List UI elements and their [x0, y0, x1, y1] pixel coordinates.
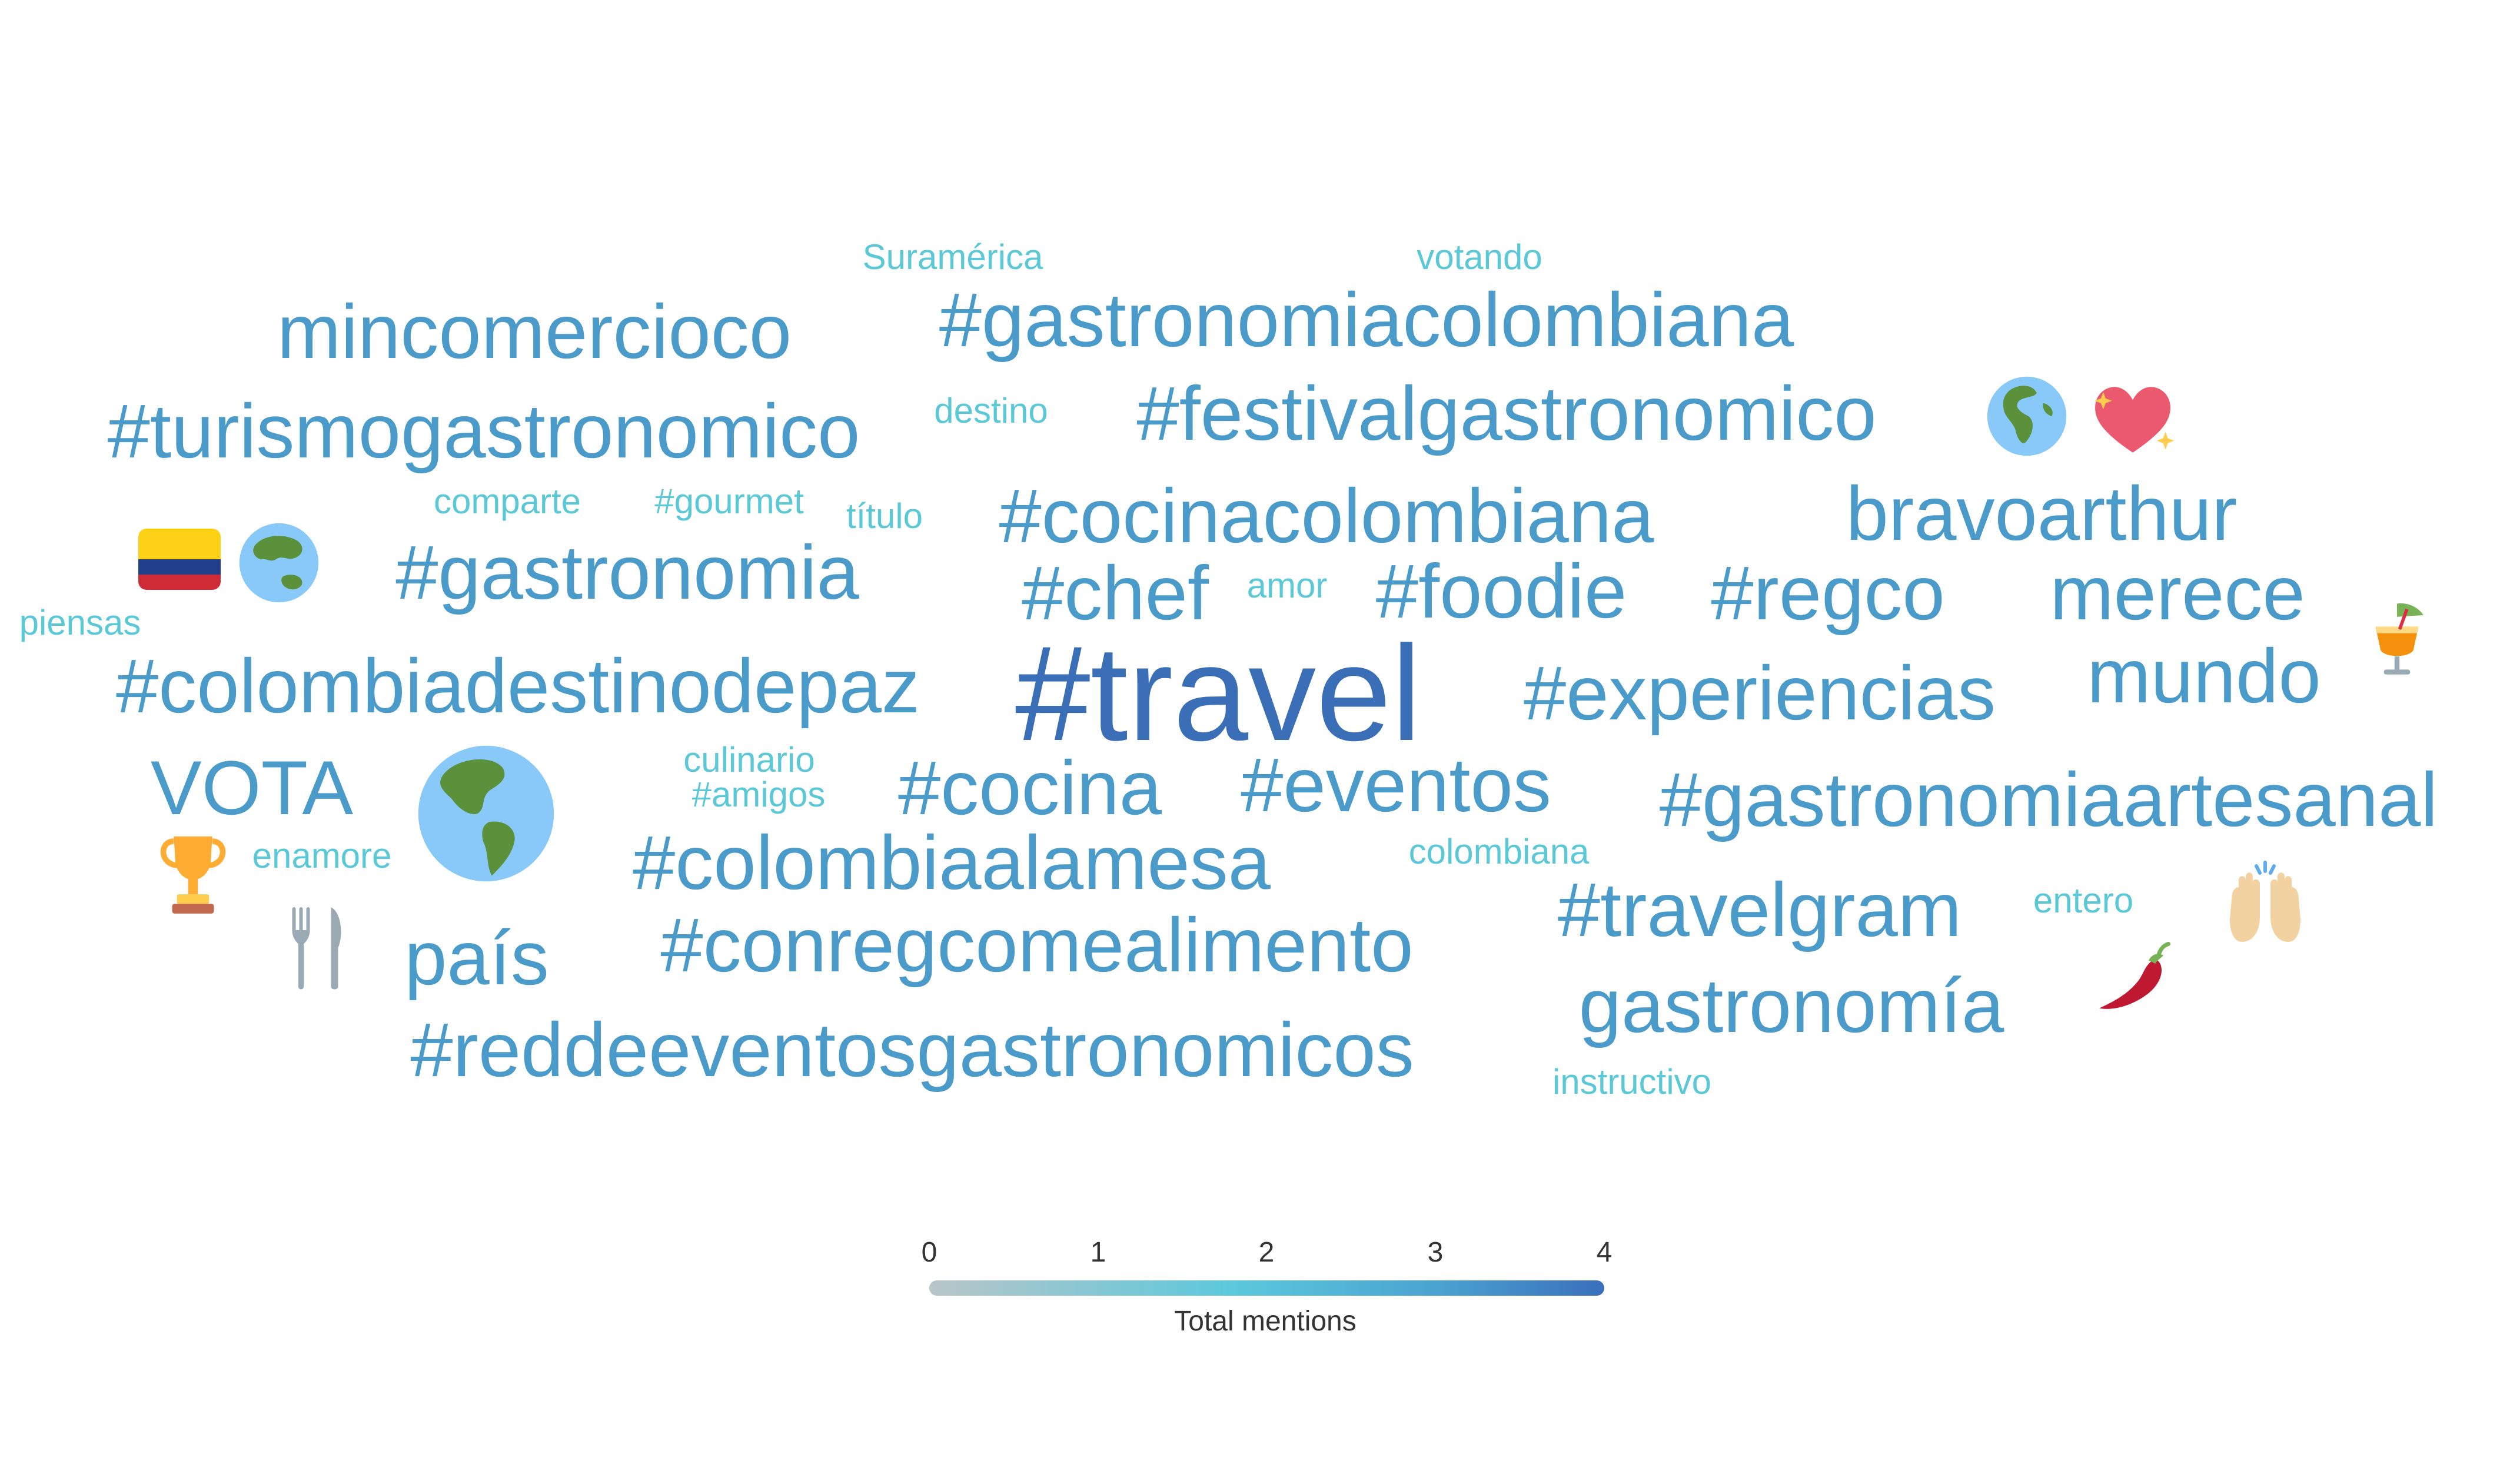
word-label: VOTA [150, 745, 354, 831]
globe-americas-icon [415, 743, 557, 884]
word-label: #cocina [897, 745, 1162, 831]
word-label: #experiencias [1523, 650, 1996, 736]
word-label: #conregcomealimento [660, 902, 1414, 988]
raising-hands-icon [2221, 861, 2309, 949]
word-label: #foodie [1375, 548, 1627, 634]
colombia-flag-icon [138, 529, 221, 590]
word-label: #gourmet [654, 482, 804, 521]
word-label: entero [2033, 881, 2134, 920]
word-label: #colombiaalamesa [633, 819, 1271, 905]
tropical-drink-icon [2362, 599, 2432, 681]
word-label: bravoarthur [1846, 470, 2238, 556]
word-label: país [404, 915, 549, 1001]
word-label: comparte [433, 482, 581, 521]
word-label: #gastronomia [395, 529, 859, 615]
word-label: #regco [1711, 550, 1945, 636]
word-label: mincomercioco [277, 288, 792, 374]
word-label: #colombiadestinodepaz [116, 643, 920, 729]
word-label: #travel [1015, 618, 1422, 769]
word-label: #gastronomiaartesanal [1659, 756, 2438, 842]
globe-asia-australia-icon [238, 522, 320, 604]
word-label: #eventos [1241, 742, 1551, 828]
word-label: Suramérica [862, 237, 1043, 277]
word-label: destino [934, 391, 1048, 430]
word-label: #travelgram [1557, 867, 1962, 952]
fork-and-knife-icon [285, 904, 350, 992]
word-label: #cocinacolombiana [999, 473, 1654, 559]
sparkling-heart-icon [2089, 381, 2177, 457]
word-label: amor [1246, 566, 1328, 605]
word-label: #chef [1021, 550, 1209, 636]
globe-africa-europe-icon [1986, 375, 2068, 457]
word-label: #amigos [691, 775, 826, 814]
word-label: título [846, 496, 923, 536]
word-label: #festivalgastronomico [1136, 370, 1877, 456]
word-label: merece [2050, 550, 2305, 636]
word-label: piensas [19, 603, 141, 642]
word-label: instructivo [1552, 1062, 1712, 1101]
word-label: gastronomía [1578, 963, 2004, 1048]
trophy-icon [152, 830, 234, 918]
word-label: mundo [2087, 633, 2321, 719]
word-label: #gastronomiacolombiana [939, 277, 1794, 363]
word-label: votando [1417, 237, 1542, 277]
word-label: enamore [252, 836, 392, 875]
word-label: colombiana [1408, 832, 1590, 871]
hot-pepper-icon [2091, 939, 2173, 1021]
word-label: culinario [683, 740, 815, 779]
word-label: #turismogastronomico [107, 388, 860, 474]
word-label: #reddeeventosgastronomicos [410, 1007, 1414, 1093]
